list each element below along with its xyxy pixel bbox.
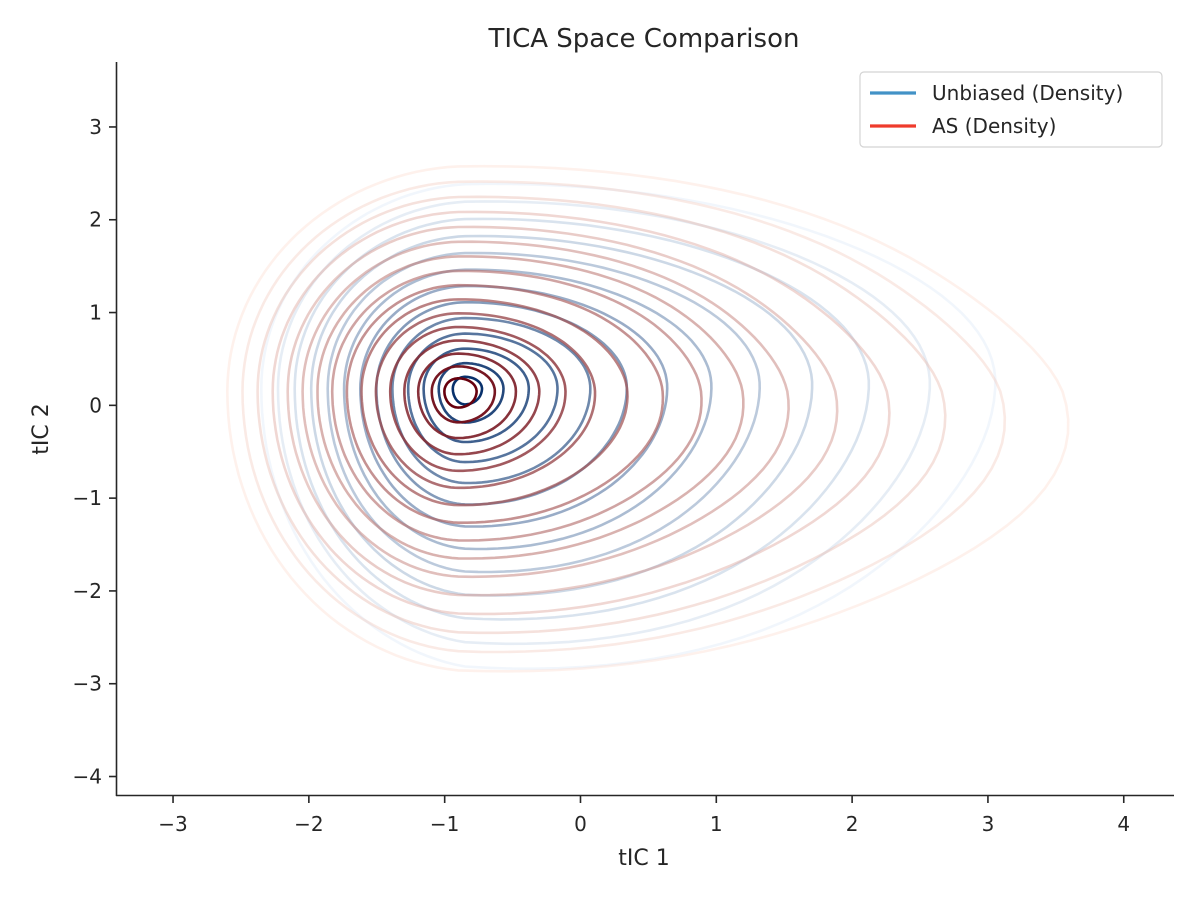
- x-tick-label: 1: [710, 812, 723, 836]
- as-contour-level: [330, 269, 703, 542]
- unbiased-contour-level: [342, 268, 713, 551]
- as-contour-level: [271, 210, 891, 616]
- as-contour-level: [388, 325, 567, 473]
- unbiased-contour-level: [259, 182, 997, 671]
- y-tick-label: 1: [89, 301, 102, 325]
- unbiased-contour-level: [293, 217, 871, 621]
- unbiased-contour-level: [437, 361, 505, 424]
- unbiased-density-contours: [259, 182, 997, 671]
- as-contour-level: [416, 352, 518, 440]
- unbiased-contour-level: [326, 251, 762, 574]
- x-tick-label: −2: [294, 812, 323, 836]
- x-tick-label: 0: [574, 812, 587, 836]
- x-ticks: −3 −2 −1 0 1 2 3 4: [158, 796, 1130, 836]
- as-contour-level: [403, 339, 541, 456]
- chart-title: TICA Space Comparison: [488, 24, 800, 54]
- as-contour-level: [316, 255, 745, 560]
- x-tick-label: 3: [982, 812, 995, 836]
- as-contour-level: [301, 240, 790, 579]
- legend-label-unbiased: Unbiased (Density): [932, 81, 1123, 105]
- x-tick-label: −1: [430, 812, 459, 836]
- y-tick-label: −3: [73, 672, 102, 696]
- y-tick-label: 2: [89, 208, 102, 232]
- as-contour-level: [360, 298, 629, 507]
- x-tick-label: 4: [1117, 812, 1130, 836]
- as-contour-level: [241, 180, 1007, 654]
- y-tick-label: −1: [73, 486, 102, 510]
- y-axis-label: tIC 2: [29, 403, 54, 454]
- legend-label-as: AS (Density): [932, 114, 1056, 138]
- y-tick-label: 0: [89, 393, 102, 417]
- x-tick-label: −3: [158, 812, 187, 836]
- as-contour-level: [443, 377, 478, 409]
- as-contour-level: [345, 283, 665, 524]
- as-contour-level: [430, 365, 497, 424]
- x-tick-label: 2: [846, 812, 859, 836]
- as-contour-level: [225, 164, 1070, 673]
- unbiased-contour-level: [422, 347, 531, 444]
- as-contour-level: [256, 195, 947, 635]
- unbiased-contour-level: [276, 200, 932, 646]
- y-tick-label: 3: [89, 115, 102, 139]
- legend: Unbiased (Density) AS (Density): [859, 71, 1163, 148]
- axes: −3 −2 −1 0 1 2 3 4 −4 −3 −2 −1 0 1 2 3: [73, 62, 1174, 836]
- y-ticks: −4 −3 −2 −1 0 1 2 3: [73, 115, 116, 789]
- y-tick-label: −2: [73, 579, 102, 603]
- unbiased-contour-level: [406, 332, 559, 464]
- unbiased-contour-level: [391, 316, 592, 485]
- legend-box: [859, 71, 1163, 148]
- as-density-contours: [225, 164, 1070, 673]
- y-tick-label: −4: [73, 765, 102, 789]
- as-contour-level: [286, 225, 839, 597]
- as-contour-level: [374, 311, 597, 490]
- x-axis-label: tIC 1: [618, 846, 669, 871]
